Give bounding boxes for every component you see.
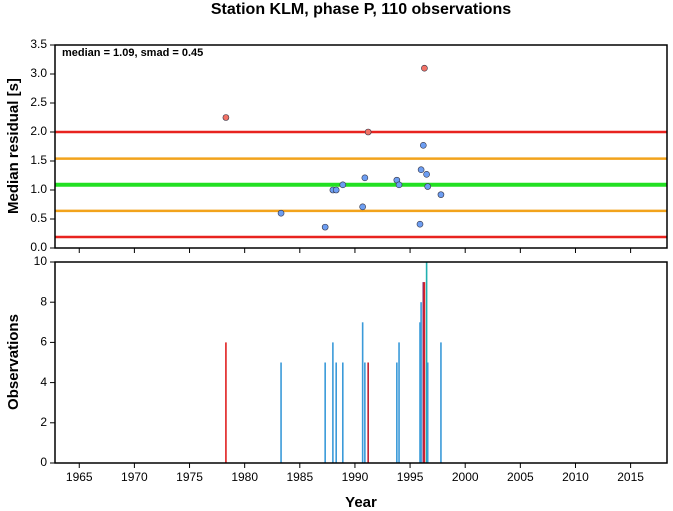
y-tick-label: 3.0 xyxy=(30,66,47,80)
x-tick-label: 1995 xyxy=(397,470,424,484)
point xyxy=(364,128,372,136)
x-tick-label: 1965 xyxy=(66,470,93,484)
y-tick-label: 8 xyxy=(40,294,47,308)
y-axis-label: Median residual [s] xyxy=(5,78,22,214)
bar xyxy=(440,342,442,463)
annotation: median = 1.09, smad = 0.45 xyxy=(62,47,203,59)
bar xyxy=(342,362,344,463)
point xyxy=(332,186,340,194)
point xyxy=(277,209,285,217)
bar xyxy=(332,342,334,463)
bar xyxy=(398,342,400,463)
bar xyxy=(423,282,426,463)
point xyxy=(359,203,366,211)
point xyxy=(416,220,424,228)
y-tick-label: 4 xyxy=(40,375,47,389)
y-tick-label: 2.5 xyxy=(30,95,47,109)
bar xyxy=(426,362,429,463)
bar xyxy=(419,322,421,463)
x-tick-label: 1970 xyxy=(121,470,148,484)
x-tick-label: 2000 xyxy=(452,470,479,484)
point xyxy=(361,174,369,182)
y-tick-label: 1.0 xyxy=(30,182,47,196)
y-tick-label: 2.0 xyxy=(30,124,47,138)
y-tick-label: 6 xyxy=(40,335,47,349)
bar xyxy=(367,362,369,463)
x-axis-label: Year xyxy=(345,494,377,511)
point xyxy=(395,181,403,189)
point xyxy=(417,166,425,173)
y-tick-label: 3.5 xyxy=(30,37,47,51)
bar xyxy=(280,362,282,463)
plot-frame xyxy=(54,44,668,249)
bar xyxy=(225,342,227,463)
point xyxy=(423,171,430,178)
bar xyxy=(335,362,337,463)
point xyxy=(222,114,230,121)
bar xyxy=(425,262,428,463)
bar xyxy=(396,362,398,463)
bar xyxy=(420,302,422,463)
x-tick-label: 2015 xyxy=(617,470,644,484)
y-tick-label: 0.5 xyxy=(30,211,47,225)
y-tick-label: 1.5 xyxy=(30,153,47,167)
point xyxy=(321,223,329,231)
point xyxy=(437,191,445,198)
x-tick-label: 1975 xyxy=(176,470,203,484)
x-tick-label: 1985 xyxy=(286,470,313,484)
point xyxy=(424,183,432,190)
x-tick-label: 2005 xyxy=(507,470,534,484)
bar xyxy=(422,282,425,463)
x-tick-label: 1990 xyxy=(342,470,369,484)
y-tick-label: 0.0 xyxy=(30,240,47,254)
point xyxy=(420,142,427,149)
x-tick-label: 1980 xyxy=(231,470,258,484)
y-axis-label: Observations xyxy=(5,314,22,410)
y-tick-label: 0 xyxy=(40,455,47,469)
chart-title: Station KLM, phase P, 110 observations xyxy=(211,1,511,18)
point xyxy=(421,64,428,72)
y-tick-label: 10 xyxy=(34,254,48,268)
bar xyxy=(364,362,366,463)
point xyxy=(339,181,347,189)
x-tick-label: 2010 xyxy=(562,470,589,484)
bar xyxy=(324,362,326,463)
bar xyxy=(361,322,364,463)
y-tick-label: 2 xyxy=(40,415,47,429)
plot-frame xyxy=(54,261,668,464)
